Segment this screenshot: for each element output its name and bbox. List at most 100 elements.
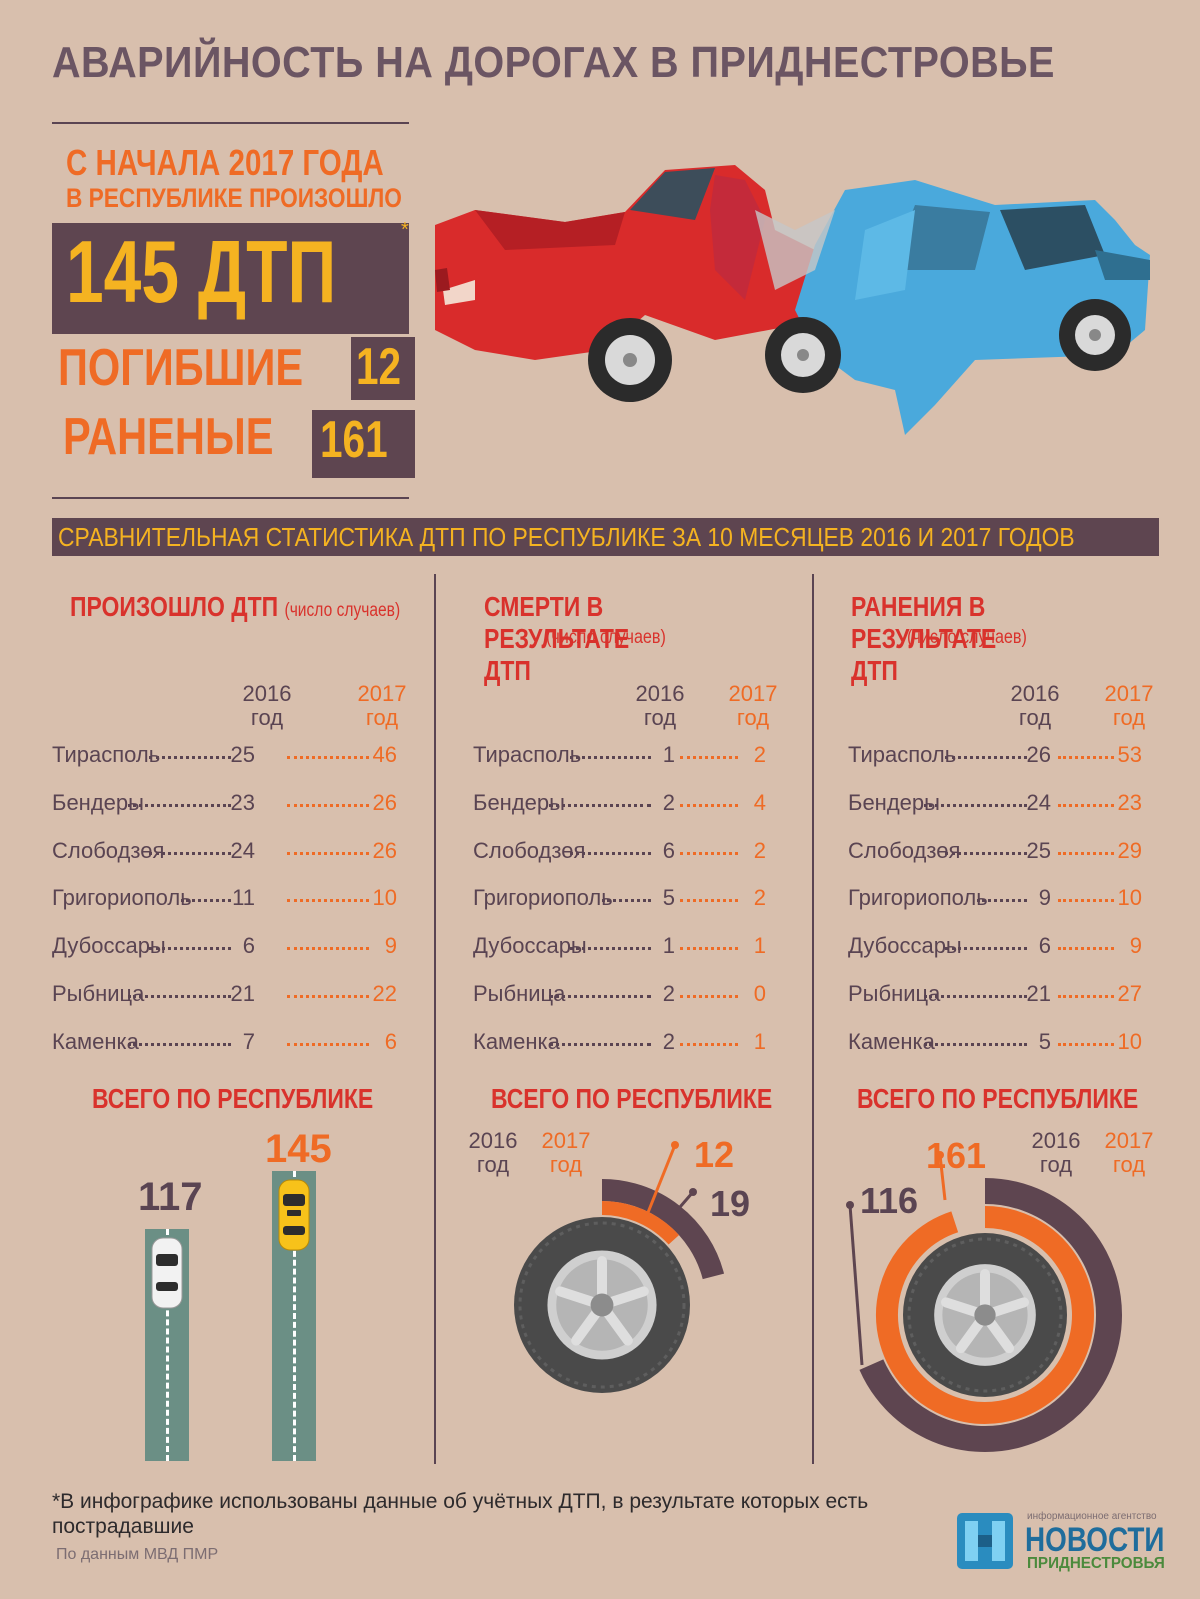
accidents-total-2016: 117	[138, 1175, 203, 1219]
value-2017: 10	[1117, 885, 1142, 910]
dead-box	[351, 337, 415, 400]
footnote: *В инфографике использованы данные об уч…	[52, 1490, 869, 1538]
leader-dots	[945, 756, 1027, 759]
table-row: Каменка 2 1	[473, 1029, 776, 1059]
city-name: Тирасполь	[52, 742, 161, 767]
value-2016: 6	[1038, 933, 1051, 958]
leader-dots	[1058, 852, 1114, 855]
year-2017-label: 2017 год	[728, 681, 778, 730]
table-row: Тирасполь 25 46	[52, 742, 407, 772]
table-row: Дубоссары 6 9	[52, 933, 407, 963]
value-2016: 6	[662, 838, 675, 863]
value-2017: 0	[753, 981, 766, 1006]
city-name: Рыбница	[473, 981, 566, 1006]
total-title: ВСЕГО ПО РЕСПУБЛИКЕ	[92, 1083, 374, 1114]
leader-dots	[1058, 899, 1114, 902]
value-2016: 6	[242, 933, 255, 958]
city-name: Дубоссары	[52, 933, 166, 958]
value-2017: 26	[372, 838, 397, 863]
leader-dots	[945, 947, 1027, 950]
taxi-car-icon	[278, 1179, 310, 1251]
value-2016: 21	[230, 981, 255, 1006]
table-row: Рыбница 21 27	[848, 981, 1152, 1011]
city-name: Каменка	[848, 1029, 935, 1054]
leader-dots	[680, 899, 738, 902]
value-2016: 26	[1026, 742, 1051, 767]
leader-dots	[287, 1043, 369, 1046]
table-row: Каменка 7 6	[52, 1029, 407, 1059]
table-row: Григориополь 9 10	[848, 885, 1152, 915]
year-2016-label: 2016 год	[1010, 681, 1060, 730]
leader-dots	[570, 947, 651, 950]
value-2017: 6	[384, 1029, 397, 1054]
leader-dots	[549, 804, 651, 807]
value-2016: 11	[232, 885, 255, 910]
table-row: Рыбница 2 0	[473, 981, 776, 1011]
value-2017: 10	[1117, 1029, 1142, 1054]
leader-dots	[549, 995, 651, 998]
column-divider	[812, 574, 814, 1464]
table-row: Григориополь 5 2	[473, 885, 776, 915]
leader-dots	[1058, 804, 1114, 807]
table-row: Слободзея 24 26	[52, 838, 407, 868]
logo-line-2: ПРИДНЕСТРОВЬЯ	[1027, 1555, 1165, 1572]
value-2016: 7	[242, 1029, 255, 1054]
city-name: Слободзея	[848, 838, 961, 863]
accidents-total-2017: 145	[265, 1127, 332, 1171]
table-row: Слободзея 6 2	[473, 838, 776, 868]
car-crash-illustration	[435, 165, 1150, 435]
value-2017: 9	[1129, 933, 1142, 958]
value-2016: 5	[662, 885, 675, 910]
deaths-section-title: СМЕРТИ В РЕЗУЛЬТАТЕ ДТП	[484, 591, 630, 686]
value-2017: 22	[372, 981, 397, 1006]
asterisk: *	[401, 219, 409, 241]
leader-dots	[977, 899, 1027, 902]
injured-label: РАНЕНЫЕ	[63, 408, 274, 466]
table-row: Тирасполь 1 2	[473, 742, 776, 772]
value-2016: 5	[1038, 1029, 1051, 1054]
leader-dots	[1058, 995, 1114, 998]
leader-dots	[287, 947, 369, 950]
leader-dots	[924, 995, 1027, 998]
page-title: АВАРИЙНОСТЬ НА ДОРОГАХ В ПРИДНЕСТРОВЬЕ	[52, 38, 1055, 87]
leader-dots	[128, 995, 231, 998]
leader-dots	[287, 804, 369, 807]
city-name: Григориополь	[848, 885, 988, 910]
column-divider	[434, 574, 436, 1464]
divider	[52, 497, 409, 499]
leader-dots	[549, 1043, 651, 1046]
table-row: Бендеры 23 26	[52, 790, 407, 820]
city-name: Дубоссары	[848, 933, 962, 958]
year-2016-label: 2016 год	[1031, 1128, 1081, 1177]
total-title: ВСЕГО ПО РЕСПУБЛИКЕ	[857, 1083, 1139, 1114]
dead-label: ПОГИБШИЕ	[58, 339, 304, 397]
leader-dots	[680, 756, 738, 759]
accidents-box	[52, 223, 409, 334]
city-name: Слободзея	[473, 838, 586, 863]
year-2017-label: 2017 год	[1104, 1128, 1154, 1177]
city-name: Каменка	[52, 1029, 139, 1054]
value-2017: 27	[1117, 981, 1142, 1006]
leader-2016	[848, 1204, 864, 1366]
leader-dots	[181, 899, 231, 902]
value-2016: 1	[662, 742, 675, 767]
year-2017-label: 2017 год	[541, 1128, 591, 1177]
value-2016: 24	[230, 838, 255, 863]
value-2017: 2	[753, 838, 766, 863]
value-2017: 23	[1117, 790, 1142, 815]
value-2017: 10	[372, 885, 397, 910]
leader-dots	[128, 1043, 231, 1046]
leader-dots	[570, 852, 651, 855]
leader-dots	[1058, 947, 1114, 950]
ring-2017	[601, 1201, 679, 1245]
value-2017: 2	[753, 885, 766, 910]
injuries-wheel-chart	[846, 1151, 1122, 1452]
year-2017-label: 2017 год	[1104, 681, 1154, 730]
dead-value: 12	[356, 338, 402, 396]
ring-2017	[876, 1206, 1094, 1424]
table-row: Тирасполь 26 53	[848, 742, 1152, 772]
city-name: Рыбница	[848, 981, 941, 1006]
total-title: ВСЕГО ПО РЕСПУБЛИКЕ	[491, 1083, 773, 1114]
value-2017: 4	[753, 790, 766, 815]
value-2016: 2	[662, 981, 675, 1006]
